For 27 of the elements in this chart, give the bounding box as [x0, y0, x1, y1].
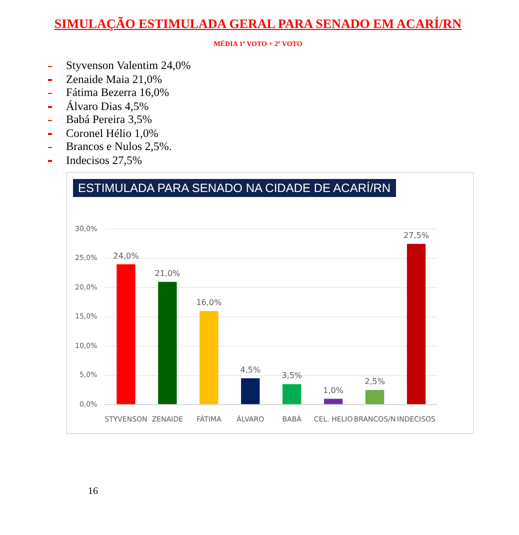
bar: [116, 264, 136, 404]
chart-title: SIMULAÇÃO ESTIMULADA GERAL PARA SENADO EM ACARÍ/RN: [53, 15, 463, 32]
text: Indecisos 27,5%: [66, 154, 142, 166]
data-label: 1,0%: [323, 386, 344, 395]
text: 16: [88, 486, 98, 497]
text: Zenaide Maia 21,0%: [66, 74, 162, 86]
bar: [282, 384, 302, 404]
text: Álvaro Dias 4,5%: [66, 100, 149, 112]
bar: [324, 398, 343, 404]
bar: [365, 390, 384, 404]
text: Styvenson Valentim 24,0%: [66, 60, 191, 72]
text: Brancos e Nulos 2,5%.: [66, 141, 172, 153]
data-label: 2,5%: [364, 377, 386, 386]
bar: [241, 378, 260, 404]
text: ESTIMULADA PARA SENADO NA CIDADE DE ACARÍ/RN: [73, 179, 396, 197]
text: Fátima Bezerra 16,0%: [66, 87, 170, 99]
bar: [406, 244, 426, 404]
text: Coronel Hélio 1,0%: [66, 128, 158, 140]
data-label: 24,0%: [113, 251, 140, 260]
data-label: 3,5%: [282, 371, 302, 380]
data-label: 4,5%: [240, 365, 261, 374]
data-label: 21,0%: [154, 268, 181, 278]
data-label: 16,0%: [196, 298, 222, 308]
text: Babá Pereira 3,5%: [66, 114, 152, 126]
data-label: 27,5%: [404, 230, 430, 240]
bar: [158, 282, 177, 404]
bar: [200, 311, 218, 404]
